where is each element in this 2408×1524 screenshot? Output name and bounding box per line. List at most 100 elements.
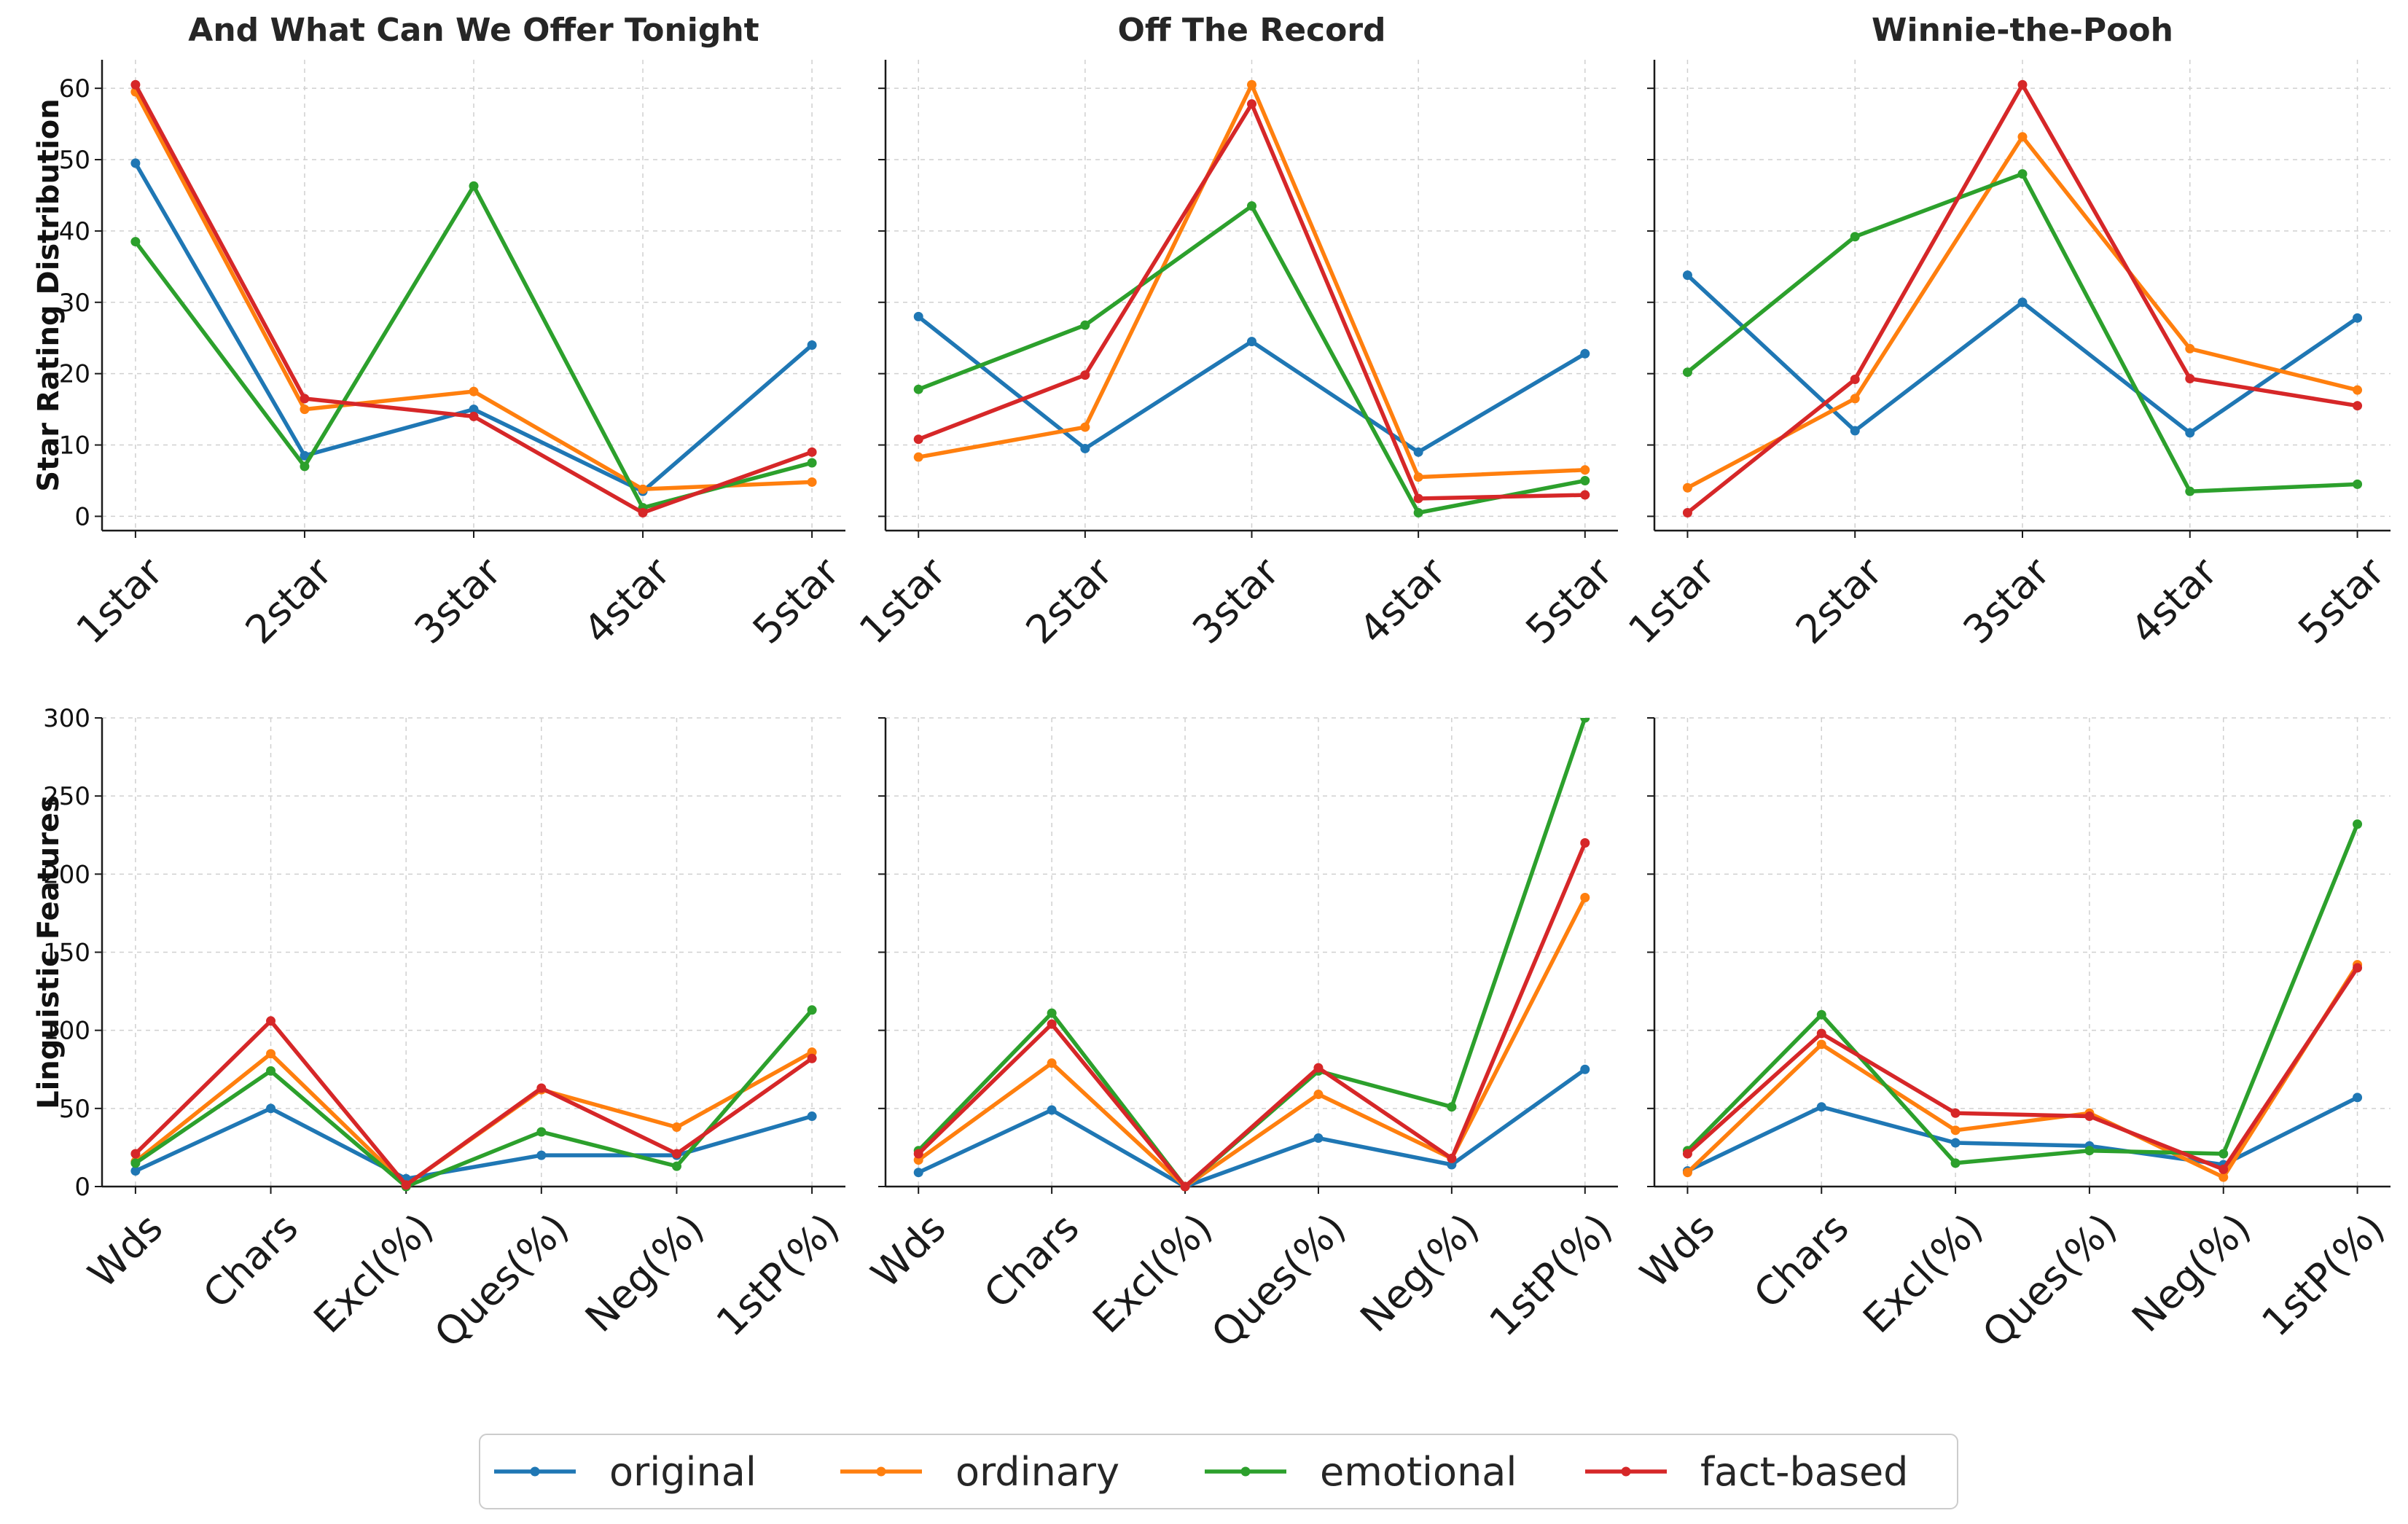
data-point-original (1850, 426, 1860, 436)
data-point-fact-based (2219, 1164, 2229, 1174)
x-tick-label-neg: Neg(%) (576, 1205, 713, 1341)
data-point-original (807, 1111, 817, 1122)
data-point-ordinary (1850, 394, 1860, 404)
data-point-fact-based (1950, 1108, 1961, 1118)
data-point-emotional (1080, 320, 1090, 330)
data-point-emotional (536, 1127, 547, 1137)
data-point-original (130, 158, 141, 168)
x-tick-label-4star: 4star (2122, 548, 2226, 652)
data-point-original (1816, 1102, 1826, 1112)
y-tick-label: 150 (43, 939, 90, 968)
data-point-fact-based (1447, 1153, 1457, 1163)
series-line-emotional (1685, 821, 2360, 1165)
data-point-fact-based (2185, 374, 2195, 384)
data-point-emotional (807, 458, 817, 468)
data-point-ordinary (469, 386, 479, 396)
data-point-original (266, 1103, 276, 1114)
data-point-original (1247, 337, 1256, 347)
data-point-original (913, 311, 923, 321)
data-point-original (2185, 428, 2195, 438)
data-point-emotional (1247, 201, 1256, 211)
series-group (1682, 79, 2363, 518)
y-tick-label: 300 (43, 704, 90, 733)
data-point-emotional (1850, 232, 1860, 242)
data-point-original (1580, 348, 1590, 359)
y-tick-label: 0 (74, 502, 90, 531)
legend: original ordinary emotional fact-based (479, 1434, 1958, 1509)
x-tick-label-2star: 2star (237, 548, 341, 652)
x-tick-label-excl: Excl(%) (1854, 1205, 1991, 1342)
data-point-emotional (1816, 1009, 1826, 1020)
data-point-ordinary (1313, 1090, 1324, 1100)
data-point-original (536, 1150, 547, 1160)
panel-title: And What Can We Offer Tonight (188, 12, 759, 49)
y-axis-label: Linguistic Features (32, 795, 66, 1109)
data-point-emotional (2017, 169, 2028, 179)
data-point-original (2017, 297, 2028, 308)
series-line-fact-based (133, 1019, 814, 1187)
legend-entry-original: original (494, 1449, 757, 1495)
x-tick-label-ques: Ques(%) (1203, 1205, 1354, 1356)
panel-r0-c0: 0 10 20 30 40 50 60 1star 2star 3star 4star 5star An… (32, 12, 848, 653)
series-line-ordinary (1685, 962, 2360, 1179)
panel-r1-c0: 0 50 100 150 200 250 300 Wds CharsExcl(%)Ques(%)… (32, 704, 848, 1356)
y-tick-label: 250 (43, 782, 90, 811)
data-point-ordinary (300, 405, 310, 415)
x-tick-label-1star: 1star (1619, 548, 1724, 652)
data-point-fact-based (1850, 374, 1860, 384)
x-tick-label-1stp: 1stP(%) (1480, 1205, 1621, 1345)
data-point-original (1313, 1133, 1324, 1144)
data-point-emotional (807, 1005, 817, 1015)
legend-swatch-marker (530, 1466, 540, 1477)
legend-label: original (609, 1449, 757, 1495)
data-point-fact-based (807, 447, 817, 457)
data-point-fact-based (2353, 401, 2363, 411)
data-point-fact-based (2084, 1111, 2095, 1122)
data-point-emotional (913, 384, 923, 394)
data-point-ordinary (1816, 1039, 1826, 1050)
data-point-ordinary (1682, 482, 1692, 493)
data-point-fact-based (1580, 490, 1590, 500)
x-tick-label-chars: Chars (1745, 1205, 1857, 1317)
data-point-emotional (130, 1158, 141, 1168)
data-point-emotional (266, 1066, 276, 1076)
x-tick-label-ques: Ques(%) (1974, 1205, 2125, 1356)
data-point-ordinary (671, 1122, 681, 1133)
data-point-ordinary (266, 1049, 276, 1059)
data-point-fact-based (2353, 963, 2363, 973)
data-point-fact-based (130, 1149, 141, 1159)
y-tick-label: 10 (59, 431, 90, 461)
data-point-emotional (2185, 486, 2195, 496)
data-point-fact-based (1180, 1181, 1190, 1192)
x-tick-label-3star: 3star (1184, 548, 1288, 652)
x-tick-label-4star: 4star (575, 548, 679, 652)
x-tick-label-wds: Wds (1631, 1205, 1723, 1297)
data-point-original (1413, 447, 1423, 457)
series-group (130, 1005, 817, 1192)
x-tick-label-5star: 5star (1517, 548, 1621, 652)
data-point-fact-based (671, 1149, 681, 1159)
series-line-emotional (133, 1008, 814, 1189)
series-group (1682, 819, 2363, 1182)
data-point-fact-based (638, 508, 648, 518)
series-line-emotional (133, 184, 814, 510)
data-point-fact-based (300, 394, 310, 404)
data-point-original (1580, 1064, 1590, 1074)
data-point-ordinary (807, 477, 817, 487)
x-tick-label-neg: Neg(%) (2123, 1205, 2259, 1341)
data-point-fact-based (1080, 370, 1090, 380)
data-point-fact-based (1247, 99, 1256, 109)
data-point-original (1950, 1138, 1961, 1148)
data-point-ordinary (1682, 1168, 1692, 1178)
legend-swatch-marker (876, 1466, 886, 1477)
x-tick-label-ques: Ques(%) (426, 1205, 577, 1356)
data-point-ordinary (2219, 1172, 2229, 1182)
data-point-ordinary (913, 452, 923, 462)
x-tick-label-5star: 5star (2289, 548, 2393, 652)
series-line-fact-based (916, 840, 1587, 1189)
data-point-ordinary (1247, 79, 1256, 90)
panel-r0-c2: 1star 2star 3star 4star 5star Winnie-the-Pooh (1619, 12, 2393, 653)
y-tick-label: 50 (59, 146, 90, 175)
y-axis-label: Star Rating Distribution (32, 98, 66, 491)
